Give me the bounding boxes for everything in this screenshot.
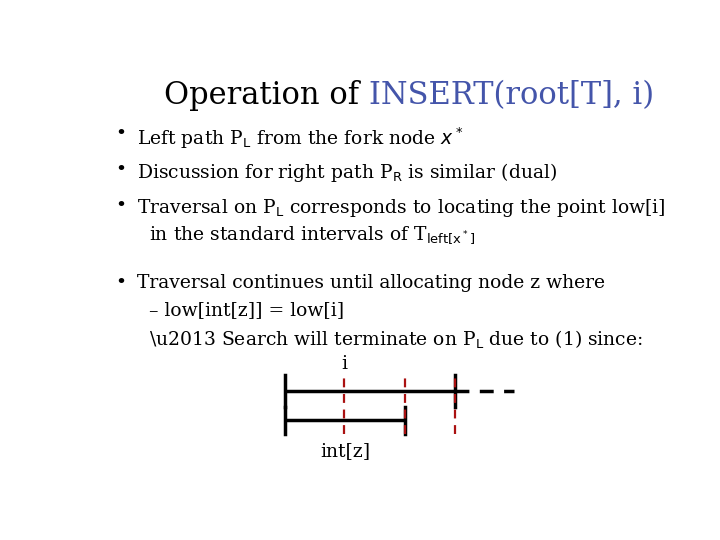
Text: in the standard intervals of T$_{\mathrm{left[x^*]}}$: in the standard intervals of T$_{\mathrm… <box>148 225 474 246</box>
Text: •: • <box>115 274 126 292</box>
Text: •: • <box>115 125 126 143</box>
Text: \u2013 Search will terminate on P$_{\mathrm{L}}$ due to (1) since:: \u2013 Search will terminate on P$_{\mat… <box>148 328 642 350</box>
Text: Left path P$_{\mathrm{L}}$ from the fork node $x^*$: Left path P$_{\mathrm{L}}$ from the fork… <box>138 125 464 151</box>
Text: i: i <box>341 355 347 373</box>
Text: Operation of: Operation of <box>164 80 369 111</box>
Text: Traversal on P$_{\mathrm{L}}$ corresponds to locating the point low[i]: Traversal on P$_{\mathrm{L}}$ correspond… <box>138 198 666 219</box>
Text: •: • <box>115 198 126 215</box>
Text: – low[int[z]] = low[i]: – low[int[z]] = low[i] <box>148 301 343 319</box>
Text: int[z]: int[z] <box>320 442 370 460</box>
Text: •: • <box>115 161 126 179</box>
Text: Traversal continues until allocating node z where: Traversal continues until allocating nod… <box>138 274 606 292</box>
Text: Discussion for right path P$_{\mathrm{R}}$ is similar (dual): Discussion for right path P$_{\mathrm{R}… <box>138 161 557 184</box>
Text: INSERT(root[T], i): INSERT(root[T], i) <box>369 80 654 111</box>
